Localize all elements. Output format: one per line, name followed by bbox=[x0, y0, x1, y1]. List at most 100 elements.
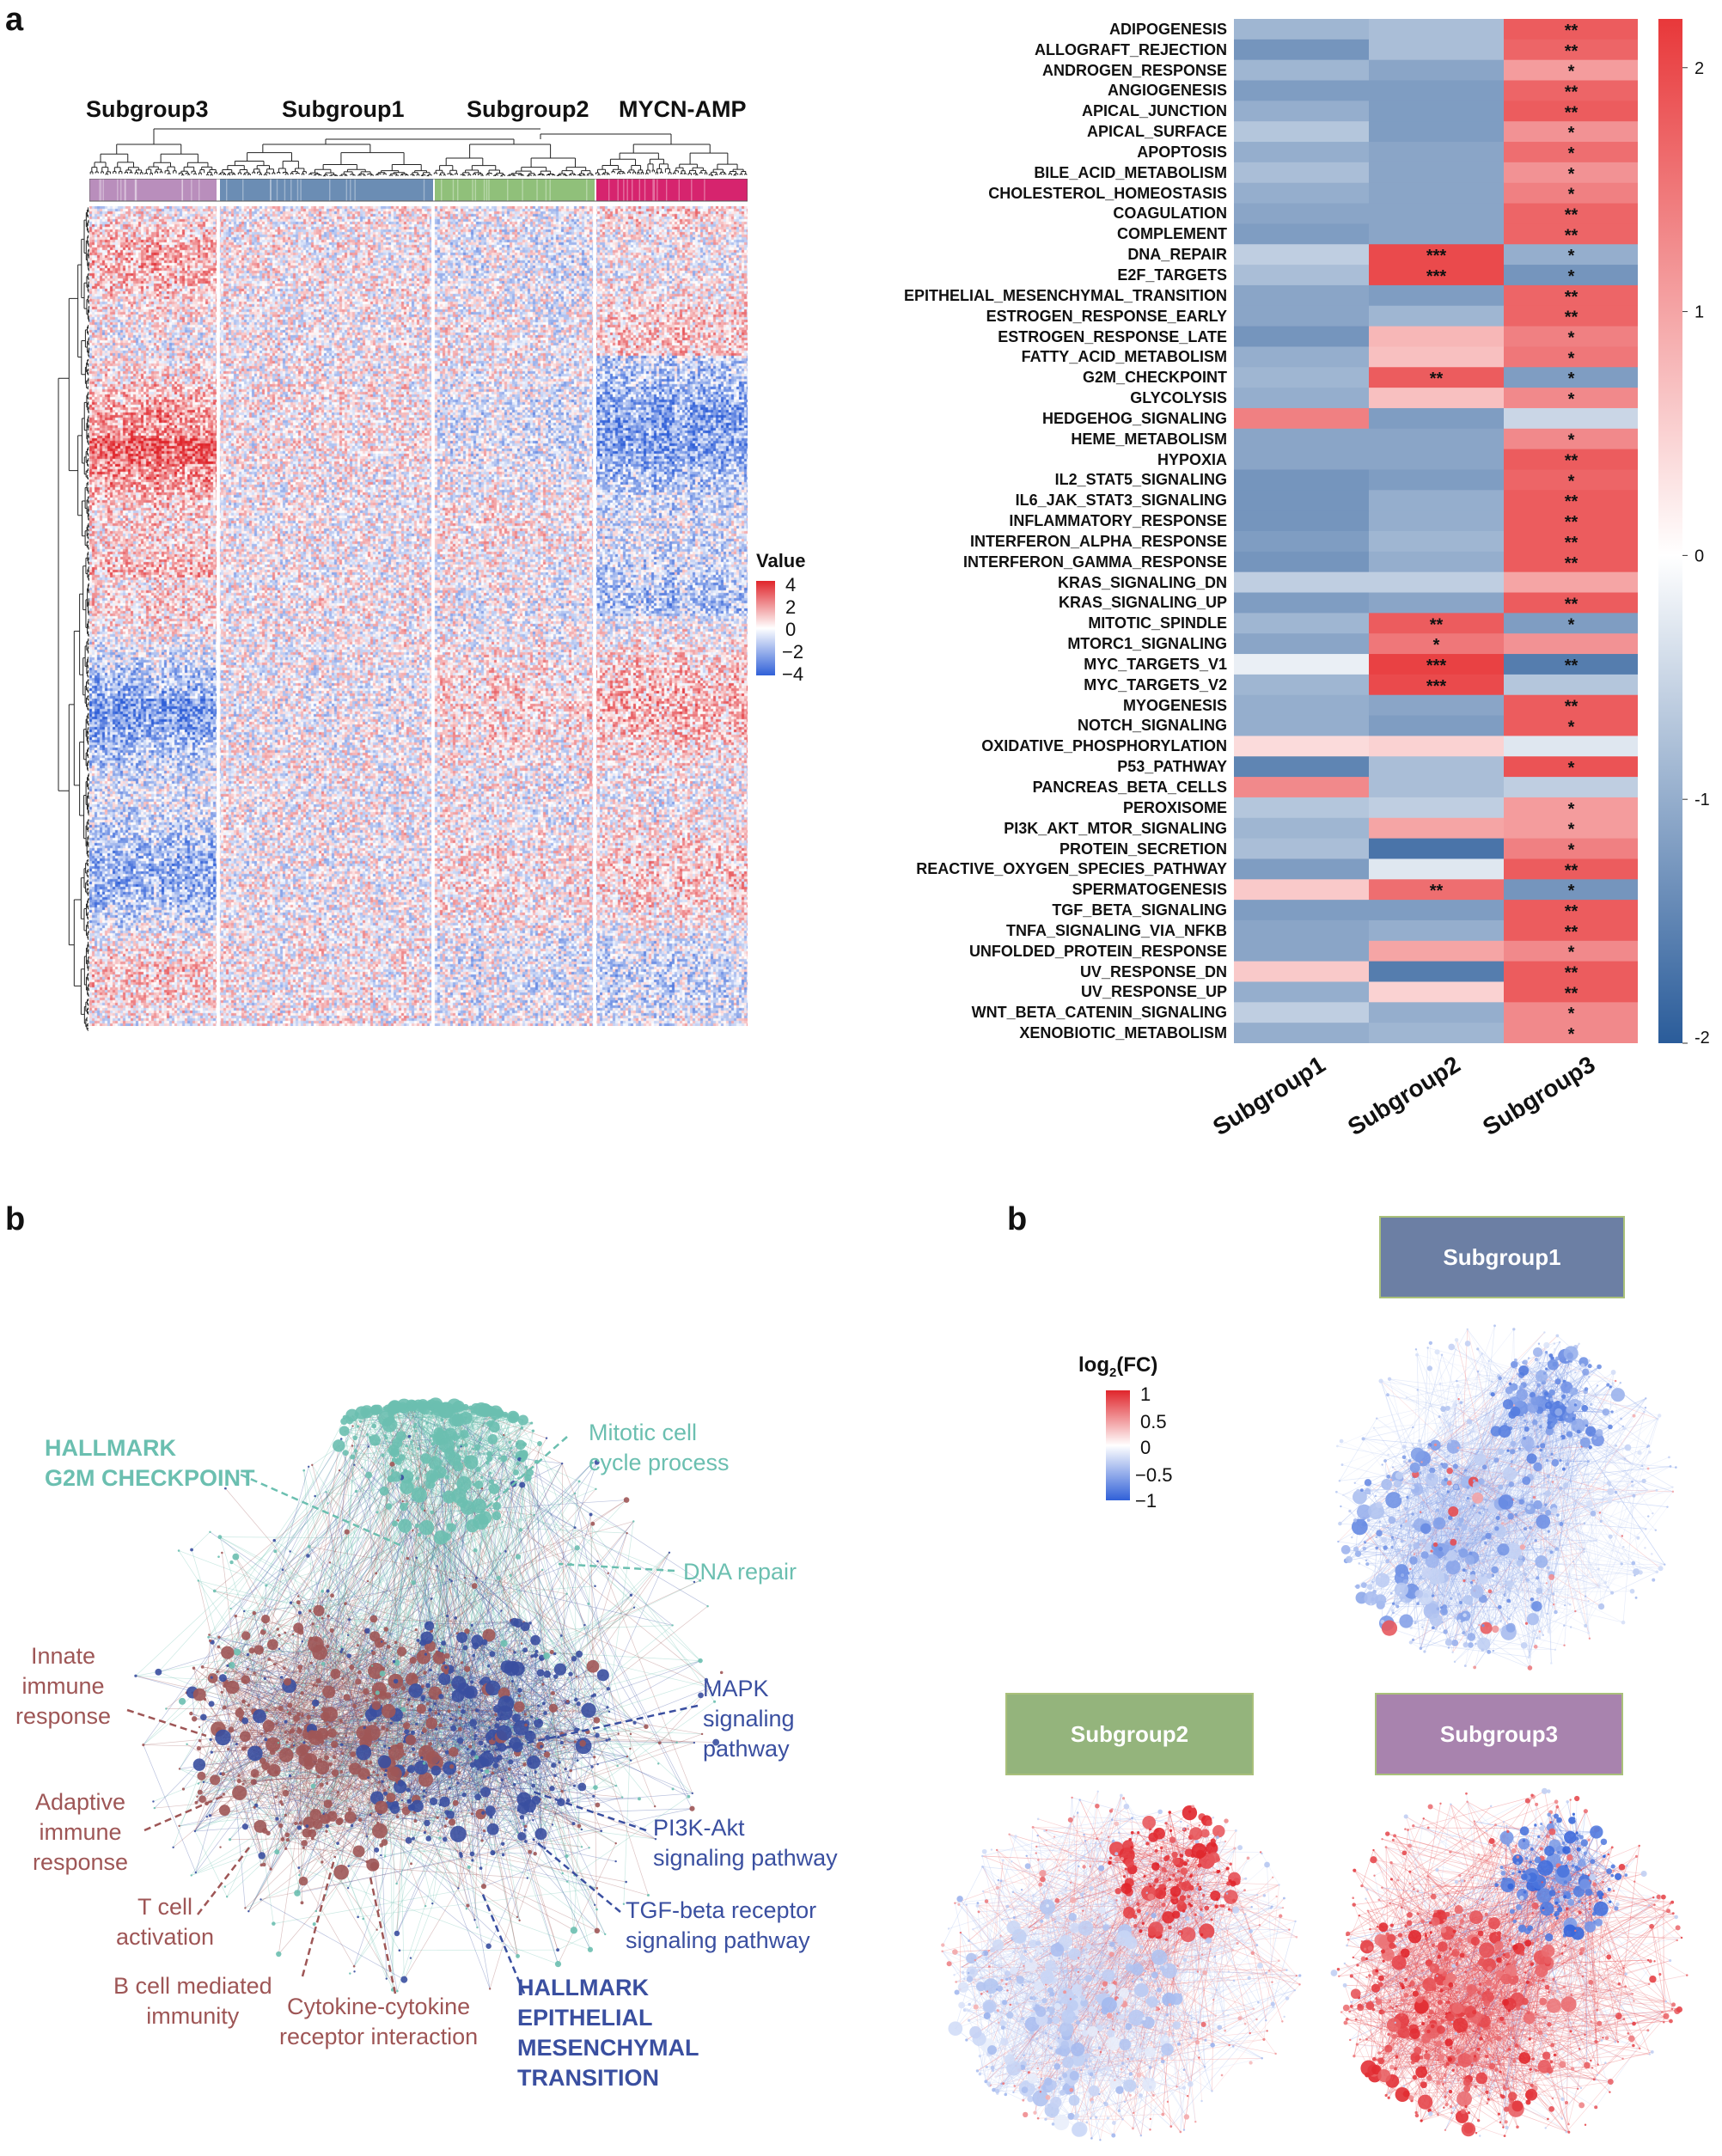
hallmark-cell bbox=[1369, 59, 1505, 82]
network-edge bbox=[332, 1732, 379, 1823]
dendrogram-branch bbox=[87, 863, 89, 867]
network-node bbox=[595, 1908, 598, 1911]
network-edge bbox=[413, 1426, 481, 1683]
network-node bbox=[509, 1573, 512, 1578]
hallmark-cell bbox=[1234, 305, 1370, 327]
network-edge bbox=[403, 1737, 548, 1980]
dendrogram-branch bbox=[80, 968, 85, 1015]
network-edge bbox=[340, 1706, 356, 1872]
network-edge bbox=[480, 1764, 525, 1815]
network-node bbox=[448, 1747, 459, 1757]
network-edge bbox=[1494, 1509, 1543, 1629]
network-edge bbox=[225, 1646, 318, 1674]
group-bar-tick bbox=[656, 179, 658, 201]
network-node bbox=[326, 1589, 330, 1593]
network-node bbox=[595, 1732, 600, 1738]
network-edge bbox=[404, 1727, 475, 1755]
network-edge bbox=[433, 1801, 485, 1831]
dendrogram-branch bbox=[77, 264, 82, 358]
network-edge bbox=[321, 1506, 405, 1768]
network-node bbox=[435, 1727, 438, 1731]
network-node bbox=[250, 1779, 257, 1786]
hallmark-cell bbox=[1504, 39, 1638, 61]
network-edge bbox=[303, 1742, 379, 1823]
group-bar-tick bbox=[488, 179, 490, 201]
network-label-line: TGF-beta receptor bbox=[626, 1897, 817, 1923]
network-edge bbox=[409, 1405, 571, 1675]
network-node bbox=[512, 1782, 516, 1786]
network-edge bbox=[227, 1665, 289, 1707]
network-node bbox=[177, 1549, 180, 1552]
network-edge bbox=[243, 1410, 375, 1750]
group-bar-tick bbox=[472, 179, 473, 201]
hallmark-cell bbox=[1504, 633, 1638, 655]
significance-stars: ** bbox=[1430, 882, 1444, 901]
network-edge bbox=[444, 1647, 466, 1802]
network-edge bbox=[370, 1713, 473, 1766]
network-node bbox=[381, 1780, 384, 1783]
dendrogram-branch bbox=[116, 144, 182, 155]
network-node bbox=[460, 1433, 463, 1437]
network-node bbox=[243, 1680, 247, 1683]
network-node bbox=[284, 1847, 288, 1850]
network-node bbox=[278, 1647, 281, 1651]
network-node bbox=[287, 1704, 290, 1707]
network-node bbox=[190, 1874, 192, 1877]
network-edge bbox=[196, 1771, 375, 1804]
network-edge bbox=[431, 1697, 493, 1829]
network-edge bbox=[407, 1558, 609, 1689]
network-edge bbox=[1548, 1515, 1559, 1568]
group-bar-tick bbox=[652, 179, 654, 201]
network-edge bbox=[1364, 1536, 1433, 1585]
network-node bbox=[585, 1729, 590, 1735]
dendrogram-branch bbox=[100, 153, 129, 162]
dendrogram-branch bbox=[117, 162, 135, 168]
network-node bbox=[410, 1440, 413, 1444]
significance-stars: * bbox=[1568, 370, 1575, 388]
network-node bbox=[395, 1431, 406, 1442]
dendrogram-branch bbox=[183, 166, 195, 172]
network-node bbox=[369, 1761, 373, 1764]
network-node bbox=[237, 1774, 241, 1777]
network-edge bbox=[485, 1756, 628, 1793]
network-node bbox=[431, 1402, 446, 1417]
network-node bbox=[296, 1825, 302, 1830]
network-node bbox=[580, 1828, 583, 1831]
network-node bbox=[501, 1853, 505, 1857]
network-node bbox=[632, 1606, 636, 1609]
hallmark-cell bbox=[1369, 777, 1505, 798]
network-edge bbox=[321, 1617, 571, 1675]
network-edge bbox=[426, 1552, 670, 1823]
network-node bbox=[409, 1957, 412, 1959]
network-label: HALLMARK EPITHELIAL MESENCHYMAL TRANSITION bbox=[517, 1973, 699, 2093]
network-node bbox=[485, 1461, 490, 1465]
network-edge bbox=[408, 1840, 459, 1889]
network-node bbox=[307, 1465, 310, 1469]
network-node bbox=[543, 1670, 552, 1678]
network-edge bbox=[417, 1525, 577, 1731]
hallmark-cell bbox=[1504, 838, 1638, 859]
network-node bbox=[474, 1755, 479, 1760]
network-node bbox=[258, 1852, 266, 1860]
dendrogram-branch bbox=[658, 163, 669, 169]
network-label-line: immunity bbox=[146, 2003, 240, 2030]
network-edge bbox=[318, 1680, 390, 1706]
network-edge bbox=[282, 1569, 430, 1627]
group-bar-tick bbox=[653, 179, 656, 201]
network-node bbox=[614, 1785, 618, 1787]
significance-stars: ** bbox=[1565, 288, 1578, 307]
network-node bbox=[365, 1471, 373, 1479]
network-node bbox=[352, 1964, 356, 1968]
network-node bbox=[418, 1497, 422, 1500]
hallmark-cell bbox=[1234, 961, 1370, 982]
network-node bbox=[443, 1824, 448, 1828]
network-node bbox=[364, 1762, 369, 1766]
network-node bbox=[344, 1602, 347, 1605]
hallmark-cell bbox=[1369, 244, 1505, 266]
network-edge bbox=[423, 1776, 450, 1798]
network-edge bbox=[302, 1640, 617, 1786]
network-label: Mitotic cell cycle process bbox=[589, 1418, 730, 1478]
dendrogram-branch bbox=[87, 1028, 89, 1031]
network-edge bbox=[332, 1595, 422, 1709]
log2fc-legend-tick: 1 bbox=[1140, 1383, 1151, 1405]
